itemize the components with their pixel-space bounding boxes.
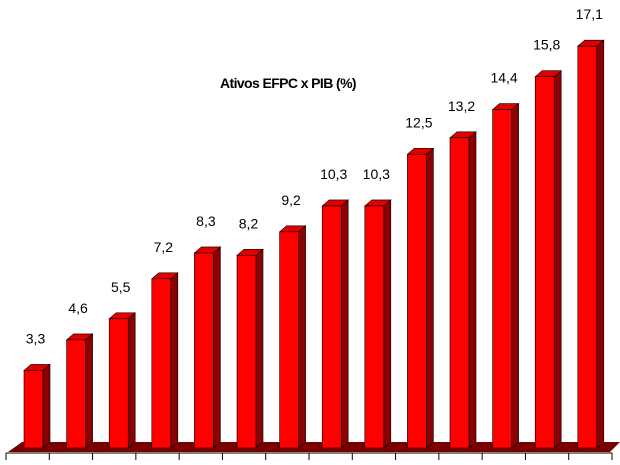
data-label: 10,3 [320, 166, 347, 182]
data-label: 8,3 [196, 213, 216, 229]
bar-side-face [511, 102, 519, 449]
bar [576, 39, 605, 449]
bar-side-face [383, 199, 392, 449]
bar-front-face [236, 255, 257, 449]
bar-front-face [321, 205, 342, 449]
bar [150, 272, 179, 449]
data-label: 13,2 [448, 98, 475, 114]
data-label: 9,2 [281, 192, 301, 208]
bar-side-face [298, 225, 306, 449]
bar-front-face [108, 318, 129, 449]
bar [108, 312, 137, 449]
bars-group [23, 39, 605, 449]
bar-front-face [492, 109, 512, 449]
floor-plane [8, 442, 620, 452]
data-label: 10,3 [363, 166, 390, 182]
data-labels-group: 3,3 4,6 5,5 7,2 8,3 8,2 9,2 10,3 10,3 12,5 13,2 14,… [26, 6, 603, 346]
bar-front-face [577, 45, 598, 449]
bar-side-face [213, 246, 221, 449]
data-label: 8,2 [239, 215, 259, 231]
bar [491, 102, 520, 449]
data-label: 14,4 [490, 70, 517, 86]
data-label: 15,8 [533, 37, 560, 53]
bar-side-face [42, 363, 51, 449]
data-label: 5,5 [111, 279, 131, 295]
bar-front-face [364, 205, 385, 449]
bar-side-face [468, 131, 477, 449]
x-axis [5, 452, 613, 460]
bar-side-face [255, 248, 264, 449]
bar-front-face [449, 137, 470, 449]
bar [321, 199, 350, 449]
data-label: 4,6 [68, 300, 88, 316]
bar-side-face [127, 312, 136, 449]
bar-front-face [407, 153, 427, 449]
bar [236, 248, 264, 449]
bar-side-face [426, 147, 434, 449]
chart-title: Ativos EFPC x PIB (%) [220, 75, 356, 91]
bar-front-face [194, 252, 214, 449]
bar [23, 363, 51, 449]
bar-side-face [85, 333, 93, 449]
bar-side-face [170, 272, 179, 449]
bar [278, 225, 307, 449]
bar-front-face [66, 339, 86, 449]
bar [406, 147, 435, 449]
bar-side-face [340, 199, 349, 449]
bar-front-face [151, 278, 172, 449]
bar-front-face [534, 76, 555, 449]
data-label: 3,3 [26, 330, 46, 346]
chart-floor [8, 442, 620, 452]
data-label: 17,1 [576, 6, 603, 22]
bar [534, 70, 563, 449]
bar-front-face [279, 231, 299, 449]
data-label: 7,2 [154, 239, 174, 255]
data-label: 12,5 [405, 114, 432, 130]
bar-side-face [596, 39, 605, 449]
bar [449, 131, 477, 449]
bar [65, 333, 94, 449]
bar [363, 199, 392, 449]
bar-front-face [23, 370, 44, 449]
bar [193, 246, 222, 449]
bar-side-face [553, 70, 562, 449]
